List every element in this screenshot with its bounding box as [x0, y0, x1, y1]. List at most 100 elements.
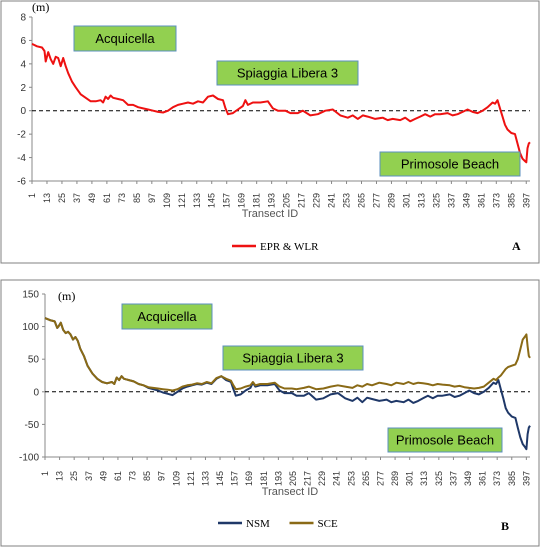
panel-b-xtick-label: 385: [507, 471, 517, 486]
panel-a-ytick-label: -6: [17, 177, 26, 188]
panel-a-annotation-box: [216, 60, 359, 86]
panel-b-xtick-label: 253: [346, 471, 356, 486]
panel-b-xtick-label: 25: [69, 471, 79, 481]
panel-a-annotation-label: Acquicella: [95, 31, 155, 46]
panel-a-xtick-label: 1: [27, 193, 37, 198]
panel-b-xtick-label: 37: [84, 471, 94, 481]
panel-a-xtick-label: 85: [132, 193, 142, 203]
panel-a-xtick-label: 253: [342, 193, 352, 208]
panel-b-xlabel: Transect ID: [262, 486, 318, 498]
panel-a-xtick-label: 337: [446, 193, 456, 208]
panel-b-xtick-label: 265: [361, 471, 371, 486]
panel-b-ytick-label: 0: [33, 387, 39, 398]
panel-a-xlabel: Transect ID: [242, 208, 298, 220]
panel-a-xtick-label: 361: [476, 193, 486, 208]
panel-b-ytick-label: 50: [28, 355, 40, 366]
panel-b-xtick-label: 349: [463, 471, 473, 486]
panel-b-xtick-label: 373: [492, 471, 502, 486]
panel-b-legend-label: NSM: [246, 518, 270, 530]
panel-b-xtick-label: 157: [230, 471, 240, 486]
panel-a-xtick-label: 265: [357, 193, 367, 208]
panel-b-xtick-label: 133: [200, 471, 210, 486]
panel-b-xtick-label: 181: [259, 471, 269, 486]
panel-a-xtick-label: 37: [72, 193, 82, 203]
panel-a-xtick-label: 385: [506, 193, 516, 208]
panel-b-series-sce: [44, 317, 531, 392]
panel-b-ytick-label: 150: [22, 290, 39, 301]
panel-a-ytick-label: -4: [17, 153, 26, 164]
panel-a-annotation-box: [379, 151, 521, 177]
panel-b-xtick-label: 277: [375, 471, 385, 486]
panel-a-ytick-label: 8: [20, 13, 26, 24]
panel-a-annotation-label: Primosole Beach: [401, 157, 499, 172]
panel-a-ytick-label: -2: [17, 130, 26, 141]
panel-b-annotation-box: [222, 345, 364, 371]
panel-b-xtick-label: 289: [390, 471, 400, 486]
panel-a-xtick-label: 133: [192, 193, 202, 208]
panel-a-xtick-label: 349: [461, 193, 471, 208]
panel-b-xtick-label: 397: [521, 471, 531, 486]
panel-a-legend-label: EPR & WLR: [260, 241, 319, 253]
panel-a-xtick-label: 241: [327, 193, 337, 208]
panel-a-xtick-label: 325: [431, 193, 441, 208]
panel-a: (m) -6 -4 -2 0 2 4 6 8 1 13 25 37 49 61 73 85 97 109 121 13…: [0, 0, 540, 264]
panel-a-ytick-label: 6: [20, 36, 26, 47]
panel-a-xtick-label: 301: [401, 193, 411, 208]
panel-a-xtick-label: 373: [491, 193, 501, 208]
panel-a-xtick-label: 169: [237, 193, 247, 208]
panel-b-unit-label: (m): [58, 289, 75, 303]
panel-b-xtick-label: 145: [215, 471, 225, 486]
panel-a-xtick-label: 289: [386, 193, 396, 208]
panel-b-xtick-label: 313: [419, 471, 429, 486]
panel-a-letter: A: [512, 239, 521, 253]
panel-a-xtick-label: 121: [177, 193, 187, 208]
panel-a-xtick-label: 313: [416, 193, 426, 208]
panel-b-xtick-label: 193: [273, 471, 283, 486]
panel-b-xtick-label: 13: [55, 471, 65, 481]
panel-b-annotation-box: [121, 303, 213, 330]
panel-b-xtick-label: 61: [113, 471, 123, 481]
panel-b-legend-label: SCE: [318, 518, 338, 530]
panel-a-xtick-label: 229: [312, 193, 322, 208]
panel-b-annotation-label: Spiaggia Libera 3: [242, 351, 343, 366]
panel-b-xtick-label: 229: [317, 471, 327, 486]
panel-a-xtick-label: 193: [267, 193, 277, 208]
panel-b-letter: B: [501, 519, 509, 533]
panel-a-xtick-label: 157: [222, 193, 232, 208]
panel-a-unit-label: (m): [32, 0, 49, 14]
panel-b-legend: NSM SCE: [218, 518, 338, 530]
panel-b-annotation-box: [387, 427, 503, 453]
panel-b-xtick-label: 121: [186, 471, 196, 486]
panel-b-xtick-label: 325: [434, 471, 444, 486]
panel-b-xtick-label: 241: [332, 471, 342, 486]
panel-a-ytick-label: 4: [20, 59, 26, 70]
panel-b-xtick-label: 49: [98, 471, 108, 481]
panel-b-xtick-label: 85: [142, 471, 152, 481]
panel-b-xtick-label: 1: [40, 471, 50, 476]
panel-a-annotation-label: Spiaggia Libera 3: [237, 66, 338, 81]
panel-a-xtick-label: 277: [371, 193, 381, 208]
panel-a-xtick-label: 181: [252, 193, 262, 208]
panel-b-xtick-label: 97: [157, 471, 167, 481]
panel-a-xtick-label: 217: [297, 193, 307, 208]
panel-b-xtick-label: 337: [448, 471, 458, 486]
panel-a-plot: -6 -4 -2 0 2 4 6 8 1 13 25 37 49 61 73 85 97 109 121 133 145…: [17, 13, 531, 209]
panel-a-xtick-label: 145: [207, 193, 217, 208]
panel-a-legend: EPR & WLR: [232, 241, 319, 253]
panel-a-xtick-label: 61: [102, 193, 112, 203]
panel-a-xtick-label: 25: [57, 193, 67, 203]
panel-a-xtick-label: 97: [147, 193, 157, 203]
panel-b-annotation-label: Primosole Beach: [396, 433, 494, 448]
panel-a-xtick-label: 205: [282, 193, 292, 208]
panel-b-ytick-label: -50: [25, 420, 40, 431]
panel-a-ytick-label: 0: [20, 106, 26, 117]
panel-b-xtick-label: 109: [171, 471, 181, 486]
panel-b: (m) -100 -50 0 50 100 150 1 13 25 37 49 61 73 85 97 109…: [0, 279, 540, 547]
panel-a-xtick-label: 73: [117, 193, 127, 203]
panel-b-xtick-label: 301: [405, 471, 415, 486]
panel-b-xtick-label: 73: [128, 471, 138, 481]
panel-b-ytick-label: 100: [22, 322, 39, 333]
panel-a-xtick-label: 13: [42, 193, 52, 203]
panel-a-ytick-label: 2: [20, 83, 26, 94]
